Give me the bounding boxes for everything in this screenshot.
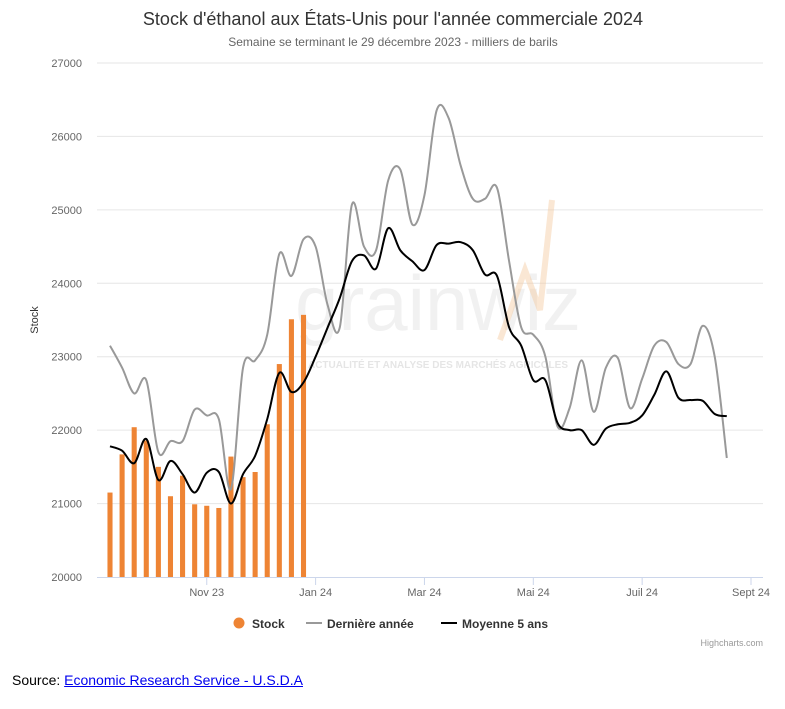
stock-bar[interactable]	[119, 454, 125, 577]
chart-container: Stock d'éthanol aux États-Unis pour l'an…	[29, 9, 770, 648]
legend-item-stock[interactable]: Stock	[233, 617, 286, 631]
legend-label: Stock	[252, 617, 285, 631]
stock-bar[interactable]	[240, 477, 246, 577]
y-tick-label: 21000	[51, 499, 82, 511]
last-year-line[interactable]	[109, 103, 728, 491]
x-tick-label: Juil 24	[626, 587, 658, 599]
legend-label: Dernière année	[327, 617, 414, 631]
stock-bar[interactable]	[264, 424, 270, 577]
stock-bar[interactable]	[155, 466, 161, 577]
chart-title: Stock d'éthanol aux États-Unis pour l'an…	[143, 9, 643, 29]
y-tick-label: 24000	[51, 278, 82, 290]
x-tick-label: Nov 23	[189, 587, 224, 599]
legend-symbol	[233, 617, 245, 629]
stock-bar[interactable]	[131, 427, 137, 577]
stock-bar[interactable]	[228, 456, 234, 577]
y-tick-label: 27000	[51, 58, 82, 70]
stock-bar[interactable]	[276, 364, 282, 577]
watermark-flame-icon	[497, 199, 555, 342]
stock-bar[interactable]	[192, 504, 198, 577]
grainwiz-watermark-logo: grainwiz ACTUALITÉ ET ANALYSE DES MARCHÉ…	[295, 199, 581, 371]
chart-subtitle: Semaine se terminant le 29 décembre 2023…	[228, 35, 558, 49]
y-tick-label: 23000	[51, 352, 82, 364]
y-tick-label: 20000	[51, 572, 82, 584]
stock-bar[interactable]	[143, 440, 149, 577]
stock-bar[interactable]	[300, 314, 307, 577]
watermark-subtitle: ACTUALITÉ ET ANALYSE DES MARCHÉS AGRICOL…	[308, 358, 568, 371]
x-tick-label: Mai 24	[517, 587, 550, 599]
five-year-average-line[interactable]	[109, 227, 727, 505]
stock-bar[interactable]	[180, 475, 186, 577]
y-tick-label: 26000	[51, 131, 82, 143]
y-axis-title: Stock	[29, 306, 41, 334]
legend-item-last-year[interactable]: Dernière année	[306, 617, 414, 631]
line-series	[109, 103, 728, 505]
legend: Stock Dernière année Moyenne 5 ans	[233, 617, 548, 631]
source-line: Source: Economic Research Service - U.S.…	[12, 672, 303, 688]
x-tick-label: Mar 24	[407, 587, 441, 599]
y-tick-label: 25000	[51, 205, 82, 217]
x-tick-label: Jan 24	[299, 587, 332, 599]
stock-columns	[107, 314, 307, 577]
stock-bar[interactable]	[204, 505, 210, 577]
stock-bar[interactable]	[216, 507, 222, 577]
x-tick-label: Sept 24	[732, 587, 770, 599]
chart-svg: Stock d'éthanol aux États-Unis pour l'an…	[29, 9, 770, 648]
stock-bar[interactable]	[288, 319, 294, 577]
highcharts-credit[interactable]: Highcharts.com	[700, 638, 763, 648]
source-link[interactable]: Economic Research Service - U.S.D.A	[64, 672, 303, 688]
stock-bar[interactable]	[107, 492, 113, 577]
x-axis: Nov 23 Jan 24 Mar 24 Mai 24 Juil 24 Sept 24	[97, 577, 770, 599]
legend-item-five-year-average[interactable]: Moyenne 5 ans	[441, 617, 548, 631]
legend-label: Moyenne 5 ans	[462, 617, 548, 631]
y-gridlines	[97, 62, 763, 505]
stock-bar[interactable]	[167, 496, 174, 577]
y-tick-label: 22000	[51, 425, 82, 437]
source-label: Source:	[12, 672, 61, 688]
y-axis: 20000 21000 22000 23000 24000 25000 26000 27000	[51, 58, 82, 584]
stock-bar[interactable]	[252, 471, 258, 577]
